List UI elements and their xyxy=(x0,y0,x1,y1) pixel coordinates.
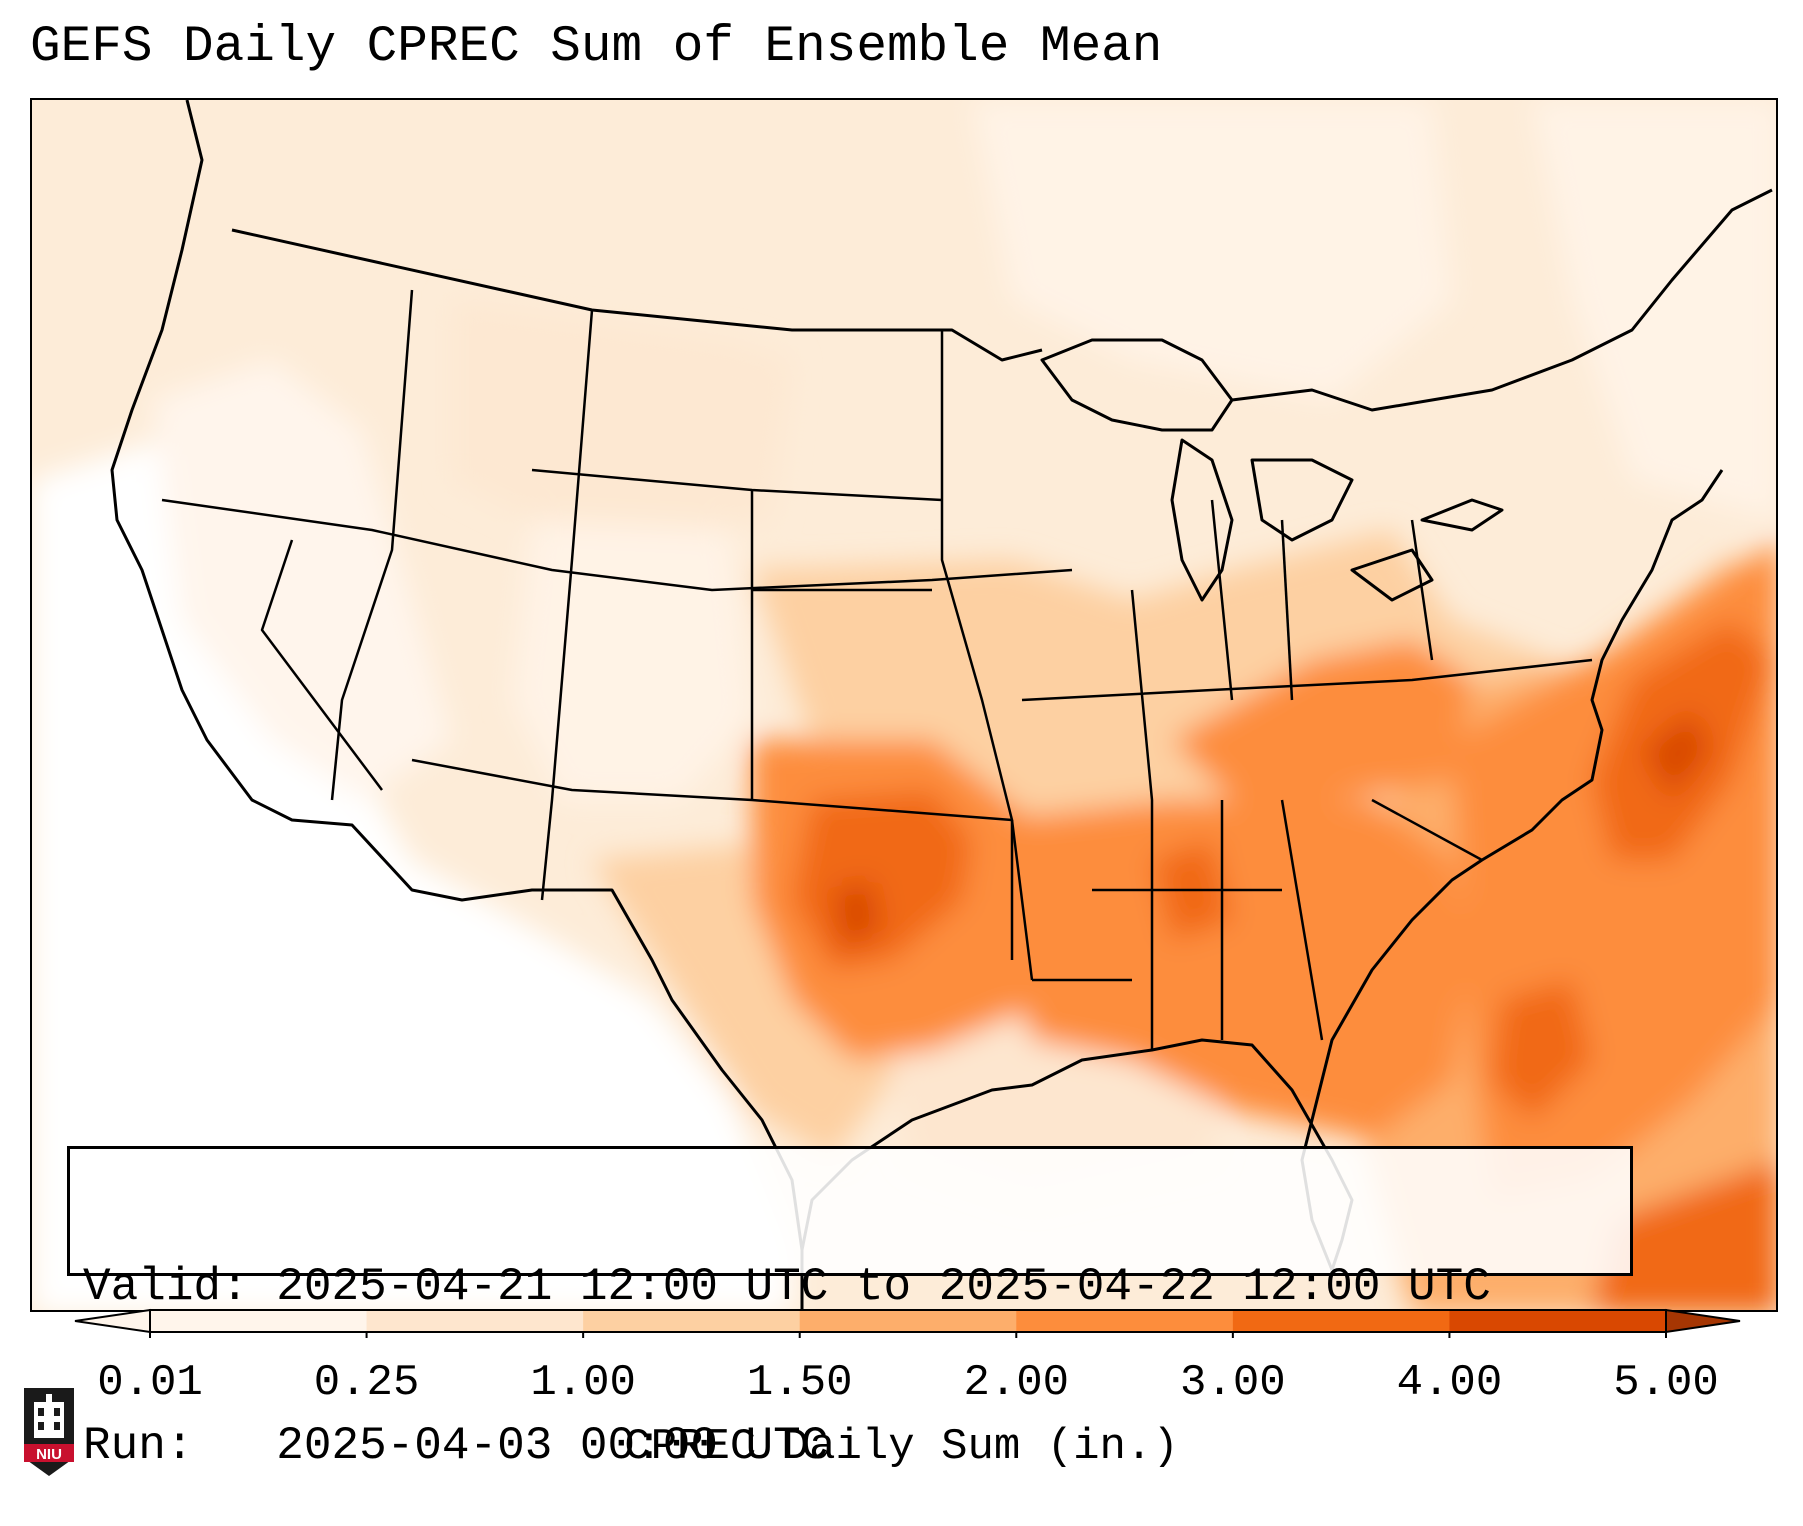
valid-value: 2025-04-21 12:00 UTC to 2025-04-22 12:00… xyxy=(276,1261,1491,1313)
colorbar-tick-label: 4.00 xyxy=(1396,1358,1503,1408)
colorbar-outline xyxy=(149,1309,1667,1333)
colorbar-label: CPREC Daily Sum (in.) xyxy=(624,1422,1179,1472)
colorbar-segments xyxy=(74,1308,1741,1334)
run-label: Run: xyxy=(83,1420,194,1472)
colorbar-tick-label: 1.00 xyxy=(530,1358,636,1408)
colorbar-extend-high xyxy=(1665,1308,1741,1334)
run-line: Run: 2025-04-03 00:00 UTC xyxy=(83,1420,1617,1473)
valid-info-box: Valid: 2025-04-21 12:00 UTC to 2025-04-2… xyxy=(67,1146,1633,1472)
colorbar-tick-label: 3.00 xyxy=(1180,1358,1286,1408)
colorbar-tick-label: 2.00 xyxy=(963,1358,1070,1408)
valid-line: Valid: 2025-04-21 12:00 UTC to 2025-04-2… xyxy=(83,1261,1617,1314)
precip-field xyxy=(32,100,1776,1310)
colorbar xyxy=(74,1308,1741,1338)
precip-map xyxy=(32,100,1776,1310)
logo-text: NIU xyxy=(36,1446,62,1463)
colorbar-extend-low xyxy=(74,1308,151,1334)
chart-title: GEFS Daily CPREC Sum of Ensemble Mean xyxy=(30,19,1163,76)
colorbar-segment xyxy=(583,1310,801,1332)
state-borders xyxy=(161,289,1593,1050)
colorbar-tick-label: 0.25 xyxy=(313,1358,420,1408)
niu-logo: NIU xyxy=(24,1388,74,1476)
colorbar-segment xyxy=(799,1310,1017,1332)
map-panel xyxy=(30,98,1778,1312)
colorbar-segment xyxy=(366,1310,584,1332)
colorbar-segment xyxy=(1232,1310,1450,1332)
run-value: 2025-04-03 00:00 UTC xyxy=(276,1420,829,1472)
colorbar-segment xyxy=(150,1310,368,1332)
colorbar-segment xyxy=(1449,1310,1667,1332)
valid-label: Valid: xyxy=(83,1261,249,1313)
colorbar-segment xyxy=(1016,1310,1234,1332)
colorbar-tick-label: 0.01 xyxy=(97,1358,203,1408)
colorbar-ticks xyxy=(149,1332,1667,1338)
colorbar-tick-label: 1.50 xyxy=(746,1358,853,1408)
colorbar-tick-label: 5.00 xyxy=(1613,1358,1719,1408)
